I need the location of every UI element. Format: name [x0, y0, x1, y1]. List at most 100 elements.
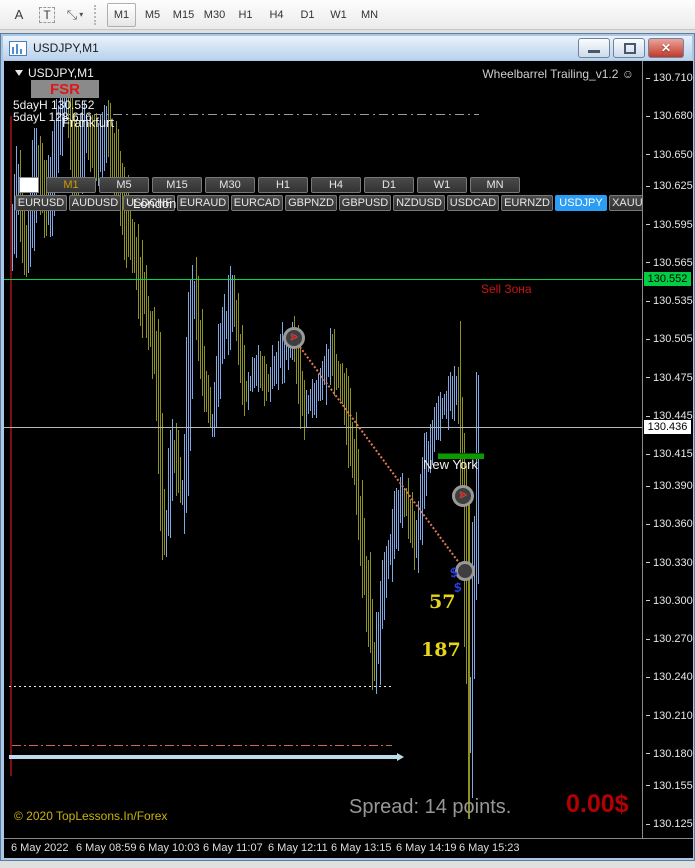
- arrows-tool-button[interactable]: ⤡ ▾: [62, 3, 88, 27]
- left-vertical-line[interactable]: [10, 116, 12, 776]
- price-bar: [240, 333, 241, 383]
- price-bar: [298, 324, 299, 405]
- lower-dotted-line[interactable]: [9, 686, 394, 687]
- price-tick-label: 130.505: [646, 333, 693, 345]
- panel-timeframe-h1[interactable]: H1: [258, 177, 308, 193]
- chart-plot[interactable]: ➤ ➤ USDJPY,M1 Wheelbarrel Trailing_v1.2 …: [4, 61, 642, 838]
- panel-symbol-gbpnzd[interactable]: GBPNZD: [285, 195, 337, 211]
- panel-symbol-nzdusd[interactable]: NZDUSD: [393, 195, 445, 211]
- price-bar: [328, 349, 329, 377]
- panel-symbol-usdchf[interactable]: USDCHF: [123, 195, 175, 211]
- price-bar: [338, 360, 339, 389]
- panel-symbol-xauusd[interactable]: XAUUSD: [609, 195, 642, 211]
- price-bar: [126, 179, 127, 268]
- signal-circle-3[interactable]: [455, 561, 475, 581]
- toolbar-timeframe-h4[interactable]: H4: [269, 8, 284, 21]
- panel-symbol-euraud[interactable]: EURAUD: [177, 195, 229, 211]
- minimize-icon: [588, 50, 600, 53]
- time-axis[interactable]: 6 May 2022 6 May 08:59 6 May 10:03 6 May 11…: [4, 839, 693, 858]
- price-bar: [12, 203, 13, 271]
- toolbar-timeframe-m1[interactable]: M1: [107, 2, 136, 27]
- window-titlebar[interactable]: USDJPY,M1 ✕: [3, 36, 692, 60]
- price-axis[interactable]: 130.710 130.680 130.650 130.625 130.595 130.5…: [643, 61, 693, 838]
- minimize-button[interactable]: [578, 38, 610, 58]
- price-bar: [142, 239, 143, 338]
- price-bar: [92, 115, 93, 168]
- panel-timeframe-mn[interactable]: MN: [470, 177, 520, 193]
- close-button[interactable]: ✕: [648, 38, 684, 58]
- price-bar: [236, 300, 237, 342]
- price-bar: [122, 162, 123, 236]
- panel-symbol-eurnzd[interactable]: EURNZD: [501, 195, 553, 211]
- toolbar-timeframe-w1[interactable]: W1: [330, 8, 347, 21]
- price-bar: [156, 331, 157, 422]
- price-bar: [224, 293, 225, 359]
- toolbar-timeframe-m15[interactable]: M15: [172, 8, 195, 21]
- support-band-line[interactable]: [9, 755, 397, 759]
- price-bar: [270, 367, 271, 402]
- toolbar-timeframe-m5[interactable]: M5: [144, 8, 161, 21]
- toolbar-timeframe-h1[interactable]: H1: [238, 8, 253, 21]
- time-axis-label: 6 May 08:59: [76, 842, 137, 854]
- price-tick-label: 130.650: [646, 149, 693, 161]
- price-bar: [78, 126, 79, 197]
- price-tick-label: 130.125: [646, 818, 693, 830]
- panel-timeframe-m30[interactable]: M30: [205, 177, 255, 193]
- price-tick-label: 130.240: [646, 671, 693, 683]
- price-bar: [58, 104, 59, 174]
- price-bar: [336, 354, 337, 390]
- lower-dashdot-line[interactable]: [12, 745, 392, 746]
- panel-timeframe-w1[interactable]: W1: [417, 177, 467, 193]
- price-bar: [188, 291, 189, 496]
- signal-circle-2[interactable]: ➤: [452, 485, 474, 507]
- panel-symbol-eurusd[interactable]: EURUSD: [15, 195, 67, 211]
- price-bar: [296, 333, 297, 384]
- price-tick-label: 130.565: [646, 257, 693, 269]
- bid-price-line[interactable]: [4, 427, 642, 428]
- panel-symbol-usdcad[interactable]: USDCAD: [447, 195, 499, 211]
- price-bar: [32, 139, 33, 249]
- toolbar-timeframe-m30[interactable]: M30: [203, 8, 226, 21]
- count-label-2: 187: [421, 639, 461, 661]
- toolbar-timeframe-mn[interactable]: MN: [360, 8, 379, 21]
- restore-button[interactable]: [613, 38, 645, 58]
- toolbar-timeframe-group: M1 M5 M15 M30 H1 H4 D1 W1 MN: [107, 2, 386, 27]
- price-bar: [348, 376, 349, 468]
- panel-timeframe-m15[interactable]: M15: [152, 177, 202, 193]
- font-tool-button[interactable]: A: [6, 3, 32, 27]
- font-tool-icon: A: [14, 7, 24, 22]
- price-tick-label: 130.415: [646, 448, 693, 460]
- signal-circle-1[interactable]: ➤: [283, 327, 305, 349]
- panel-timeframe-m5[interactable]: M5: [99, 177, 149, 193]
- trade-level-bar[interactable]: [438, 453, 484, 459]
- panel-toggle-button[interactable]: [19, 177, 39, 193]
- sell-zone-price-tag: 130.552: [644, 272, 691, 287]
- price-bar: [110, 103, 111, 187]
- panel-symbol-eurcad[interactable]: EURCAD: [231, 195, 283, 211]
- axis-separator-horizontal: [4, 838, 693, 839]
- text-label-tool-button[interactable]: T: [34, 3, 60, 27]
- panel-timeframe-d1[interactable]: D1: [364, 177, 414, 193]
- price-bar: [266, 364, 267, 401]
- panel-timeframe-m1[interactable]: M1: [46, 177, 96, 193]
- panel-symbol-gbpusd[interactable]: GBPUSD: [339, 195, 391, 211]
- price-tick-label: 130.625: [646, 180, 693, 192]
- panel-symbol-usdjpy[interactable]: USDJPY: [555, 195, 607, 211]
- price-bar: [272, 344, 273, 389]
- price-bar: [264, 356, 265, 407]
- price-bar: [326, 343, 327, 405]
- sell-zone-line[interactable]: [4, 279, 642, 280]
- chart-symbol-label[interactable]: USDJPY,M1: [15, 66, 94, 80]
- price-bar: [24, 204, 25, 276]
- five-day-low-label: 5dayL 128.616: [13, 110, 92, 124]
- fsr-badge: FSR: [31, 80, 99, 98]
- upper-dashdot-line[interactable]: [56, 114, 479, 115]
- price-bar: [132, 219, 133, 274]
- panel-symbol-audusd[interactable]: AUDUSD: [69, 195, 121, 211]
- price-bar: [276, 352, 277, 384]
- price-bar: [398, 489, 399, 551]
- panel-timeframe-h4[interactable]: H4: [311, 177, 361, 193]
- five-day-high-label: 5dayH 130.552: [13, 98, 95, 112]
- price-bar: [168, 448, 169, 536]
- toolbar-timeframe-d1[interactable]: D1: [300, 8, 315, 21]
